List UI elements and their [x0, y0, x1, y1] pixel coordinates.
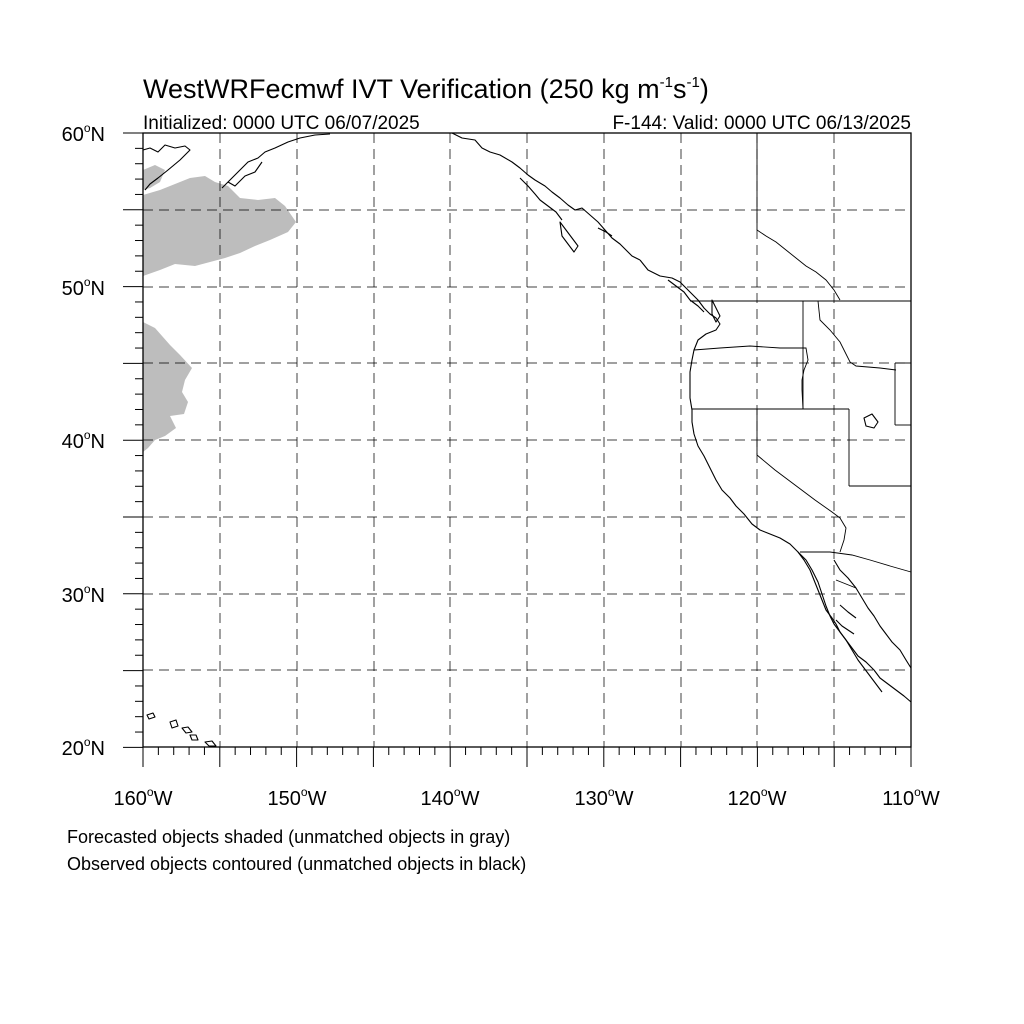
- lon-label-130: 130oW: [575, 785, 634, 810]
- forecast-object-central: [143, 322, 192, 452]
- lon-label-110: 110oW: [882, 785, 940, 810]
- map-panel: [123, 132, 912, 767]
- lat-label-60: 60oN: [62, 121, 105, 146]
- footnote-observed: Observed objects contoured (unmatched ob…: [67, 854, 526, 874]
- lon-label-120: 120oW: [728, 785, 787, 810]
- baja-california: [797, 551, 883, 693]
- political-borders: [690, 133, 912, 589]
- vancouver-island: [667, 279, 705, 313]
- latitude-labels: 60oN 50oN 40oN 30oN 20oN: [62, 121, 105, 760]
- lon-label-150: 150oW: [268, 785, 327, 810]
- alaska-coastline: [142, 144, 191, 191]
- forecast-object-northwest-corner: [143, 165, 165, 190]
- lat-label-40: 40oN: [62, 428, 105, 453]
- init-time-label: Initialized: 0000 UTC 06/07/2025: [143, 113, 420, 134]
- axis-ticks: [123, 132, 912, 767]
- gulf-of-california-east: [833, 559, 912, 669]
- lat-label-30: 30oN: [62, 582, 105, 607]
- haida-gwaii: [559, 221, 579, 253]
- plot-title: WestWRFecmwf IVT Verification (250 kg m-…: [143, 74, 709, 104]
- hawaii-islands: [146, 712, 217, 747]
- lon-label-140: 140oW: [421, 785, 480, 810]
- lon-label-160: 160oW: [114, 785, 173, 810]
- lat-label-50: 50oN: [62, 275, 105, 300]
- valid-time-label: F-144: Valid: 0000 UTC 06/13/2025: [612, 113, 911, 134]
- alaska-panhandle-islands: [519, 177, 563, 221]
- footnote-forecast: Forecasted objects shaded (unmatched obj…: [67, 827, 510, 847]
- forecast-object-north: [143, 176, 296, 276]
- lat-label-20: 20oN: [62, 735, 105, 760]
- alaska-peninsula-coast: [221, 133, 331, 189]
- longitude-labels: 160oW 150oW 140oW 130oW 120oW 110oW: [114, 785, 940, 810]
